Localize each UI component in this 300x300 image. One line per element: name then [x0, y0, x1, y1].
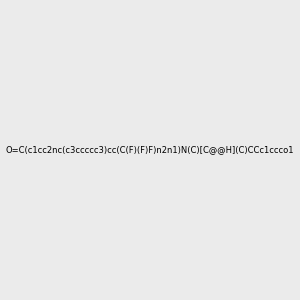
- Text: O=C(c1cc2nc(c3ccccc3)cc(C(F)(F)F)n2n1)N(C)[C@@H](C)CCc1ccco1: O=C(c1cc2nc(c3ccccc3)cc(C(F)(F)F)n2n1)N(…: [6, 146, 294, 154]
